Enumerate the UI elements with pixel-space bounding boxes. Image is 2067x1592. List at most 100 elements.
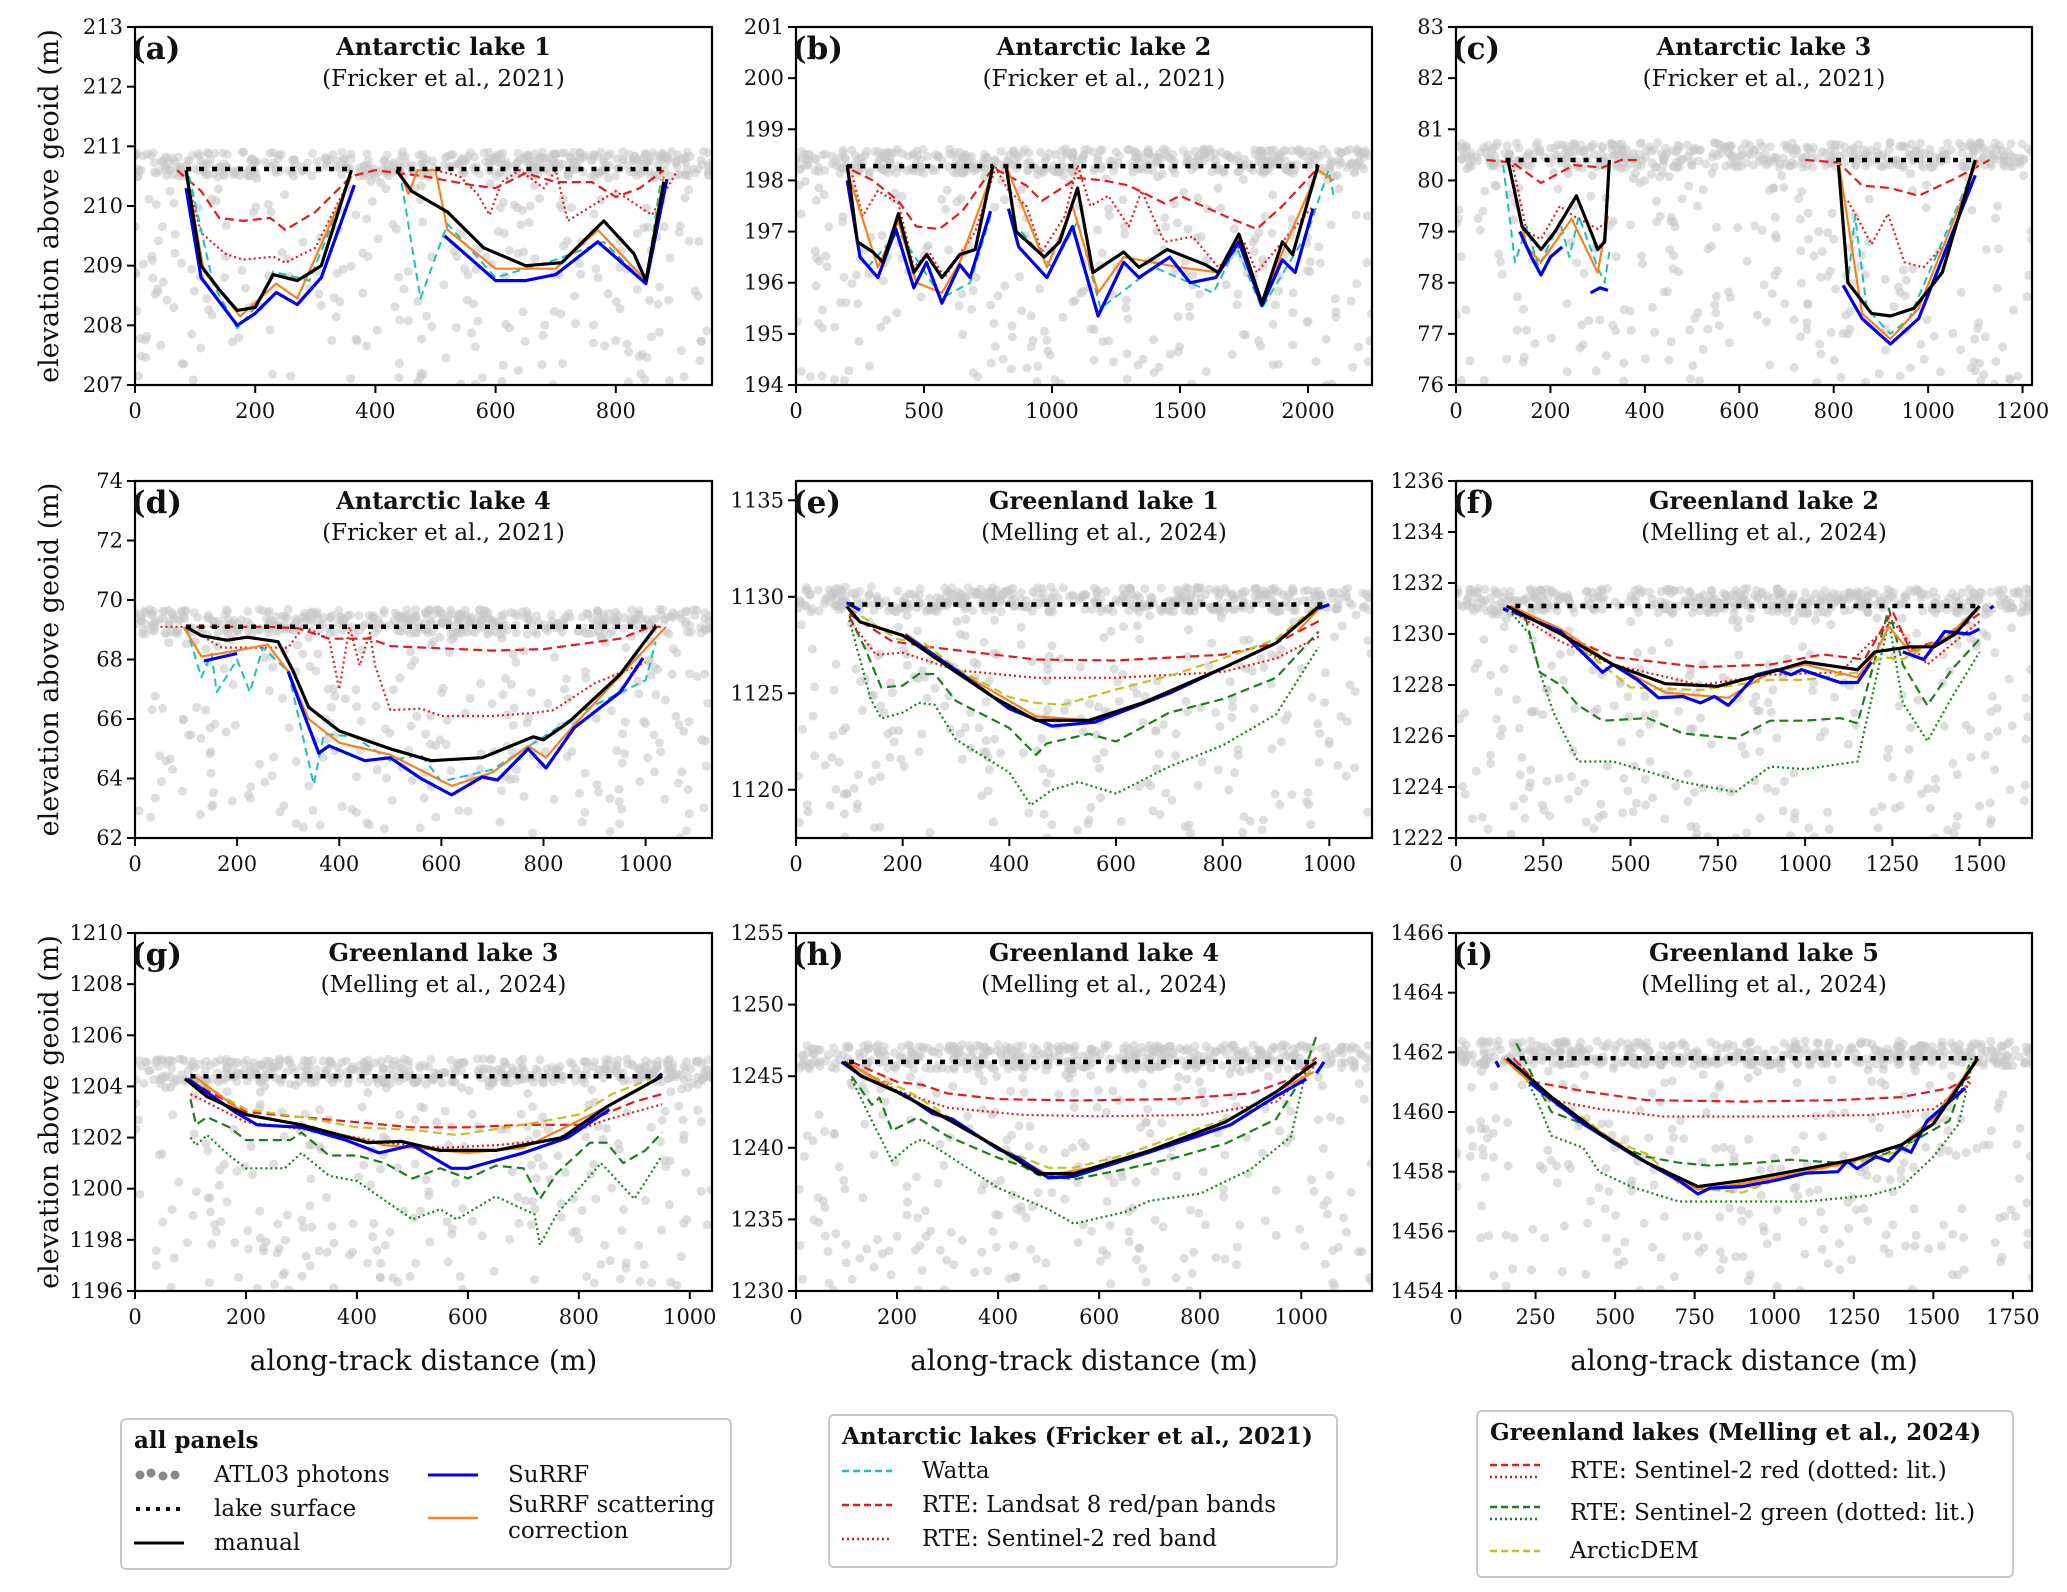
photon	[232, 1166, 242, 1176]
photon	[1771, 233, 1781, 243]
photon	[1686, 665, 1696, 675]
photon	[697, 1059, 707, 1069]
photon	[191, 1187, 201, 1197]
photon	[1491, 141, 1501, 151]
photon	[1457, 375, 1466, 385]
photon	[1122, 295, 1131, 305]
photon	[272, 1248, 282, 1258]
photon	[605, 794, 615, 803]
photon	[1935, 367, 1945, 377]
photon	[1742, 828, 1752, 838]
photon	[684, 809, 694, 819]
photon	[1562, 145, 1572, 155]
photon	[1166, 349, 1175, 359]
panel-letter: (a)	[131, 31, 180, 67]
photon	[1908, 264, 1918, 274]
photon	[147, 251, 157, 261]
photon	[1073, 825, 1083, 835]
photon	[1302, 266, 1312, 276]
photon	[1905, 151, 1915, 160]
photon	[1148, 806, 1158, 816]
photon	[419, 793, 429, 803]
photon	[139, 1078, 149, 1088]
photon	[1314, 242, 1324, 252]
photon	[1461, 305, 1471, 315]
photon	[2022, 292, 2032, 302]
photon	[1721, 161, 1731, 171]
photon	[640, 1195, 650, 1205]
photon	[1015, 272, 1025, 282]
photon	[1965, 584, 1974, 594]
photon	[1132, 689, 1142, 699]
y-tick-label: 1232	[1391, 571, 1444, 595]
photon	[1904, 745, 1914, 755]
photon	[1647, 645, 1657, 655]
photon	[684, 236, 694, 246]
photon	[683, 784, 693, 794]
photon	[1625, 159, 1635, 169]
x-tick-label: 600	[476, 399, 516, 423]
photon	[1777, 171, 1787, 181]
photon	[1809, 832, 1819, 838]
photon	[458, 1204, 468, 1213]
photon	[489, 155, 499, 165]
photon	[402, 1072, 412, 1081]
photon	[446, 1055, 456, 1065]
photon	[1059, 706, 1069, 716]
photon	[1646, 169, 1656, 179]
photon	[188, 1059, 198, 1069]
photon	[170, 248, 180, 258]
photon	[1921, 203, 1931, 213]
photon	[136, 351, 146, 361]
x-tick-label: 500	[904, 399, 944, 423]
photon	[399, 1206, 409, 1216]
photon	[674, 720, 684, 730]
photon	[1044, 651, 1054, 661]
photon	[426, 739, 435, 749]
plot-area	[796, 582, 1372, 838]
photon	[832, 593, 842, 603]
photon	[922, 693, 932, 703]
photon	[1514, 723, 1524, 733]
photon	[1009, 146, 1019, 156]
y-tick-label: 82	[1417, 66, 1444, 90]
photon	[514, 1218, 524, 1228]
photon	[1534, 146, 1544, 155]
photon	[589, 320, 598, 330]
photon	[391, 224, 401, 234]
panel-title: Antarctic lake 4	[335, 486, 551, 515]
photon	[1345, 160, 1355, 169]
photon	[1840, 157, 1850, 167]
photon	[1689, 788, 1699, 797]
photon	[1256, 341, 1266, 351]
photon	[677, 767, 687, 777]
photon	[807, 644, 817, 654]
photon	[1363, 593, 1372, 603]
photon	[646, 332, 656, 342]
photon	[822, 262, 832, 272]
photon	[508, 720, 518, 730]
photon	[1923, 590, 1933, 600]
photon	[1069, 591, 1079, 601]
photon	[520, 337, 530, 347]
photon	[665, 1200, 674, 1210]
photon	[318, 1056, 328, 1066]
photon	[207, 1074, 217, 1084]
photon	[1735, 596, 1744, 606]
photon	[1951, 821, 1961, 831]
photon	[476, 679, 486, 688]
photon	[1864, 194, 1874, 204]
photon	[298, 237, 308, 247]
photon	[1938, 650, 1948, 660]
atl03-photons	[135, 604, 712, 838]
photon	[1122, 374, 1132, 384]
photon	[135, 222, 140, 232]
photon	[359, 1160, 369, 1170]
photon	[879, 708, 889, 717]
photon	[135, 1075, 141, 1085]
photon	[1692, 829, 1702, 838]
photon	[1564, 794, 1574, 804]
photon	[596, 1259, 606, 1269]
photon	[679, 1075, 689, 1085]
photon	[941, 204, 951, 214]
